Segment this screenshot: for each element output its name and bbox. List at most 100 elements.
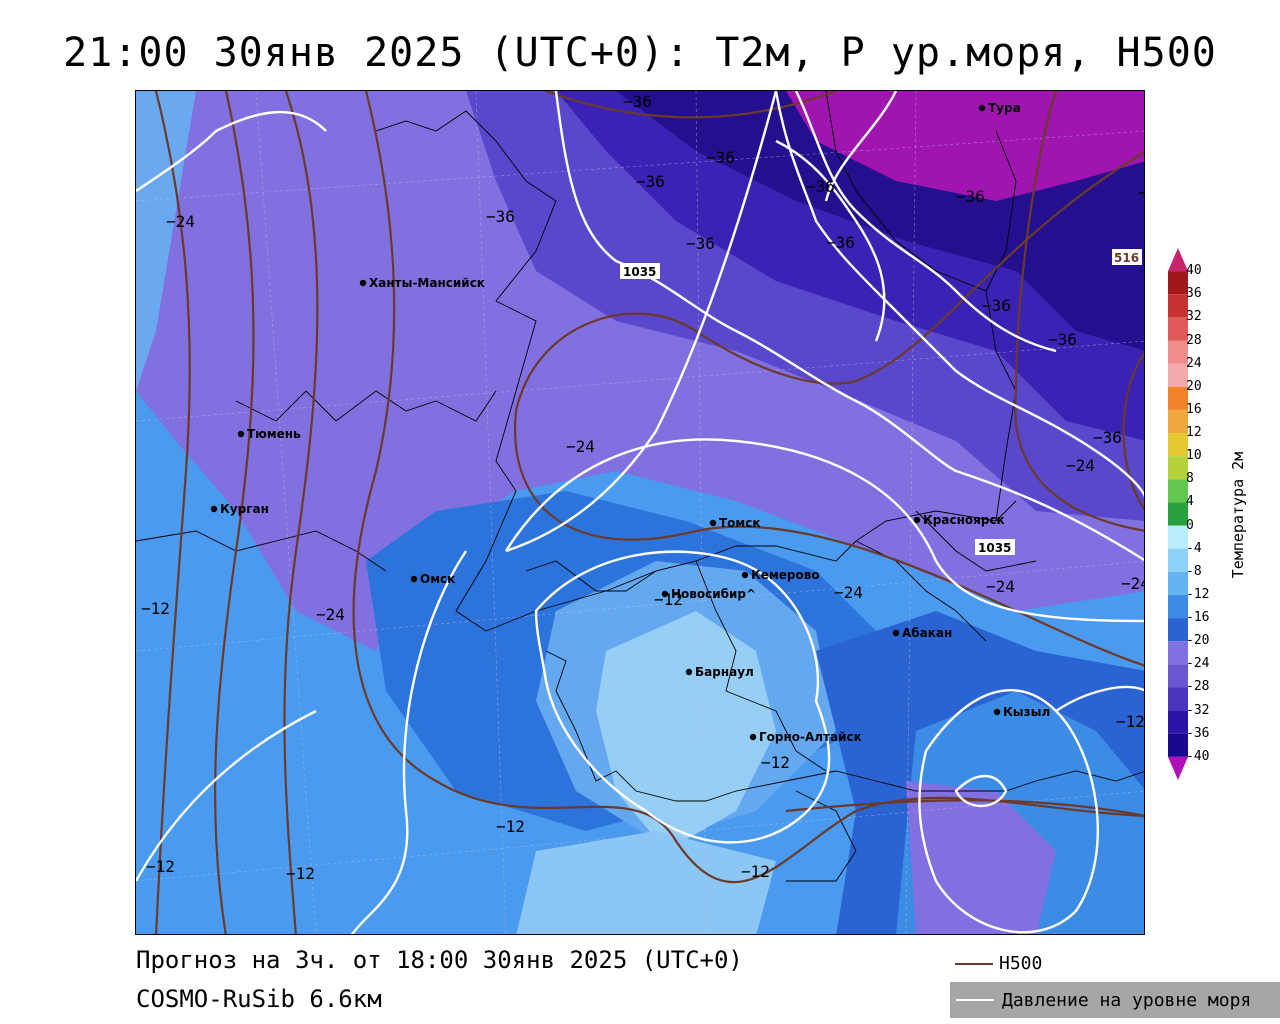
temperature-contour-label: −24 [986, 577, 1015, 596]
colorbar-tick-label: 16 [1186, 401, 1202, 417]
colorbar-segment [1168, 710, 1188, 734]
temperature-colorbar [1168, 248, 1188, 780]
city-label: Томск [719, 516, 761, 530]
colorbar-tick-label: -4 [1186, 540, 1202, 556]
colorbar-tick-label: -12 [1186, 586, 1210, 602]
colorbar-segment [1168, 409, 1188, 434]
h500-label-box [1112, 249, 1142, 265]
colorbar-segment [1168, 317, 1188, 341]
weather-map: Тура Ханты-Мансийск Тюмень Курган Омск Новоси… [135, 90, 1145, 935]
temperature-contour-label: −12 [741, 862, 770, 881]
city-label: Тюмень [247, 427, 301, 441]
colorbar-tick-label: -16 [1186, 610, 1210, 626]
city-dot [892, 629, 900, 637]
temperature-contour-label: −36 [826, 233, 855, 252]
temperature-contour-label: −24 [834, 583, 863, 602]
colorbar-tick-label: 10 [1186, 448, 1202, 464]
h500-labels: 516 [1112, 249, 1142, 265]
temperature-contour-label: −36 [982, 296, 1011, 315]
colorbar-segment [1168, 641, 1188, 665]
pressure-contour-label: 1035 [978, 541, 1011, 555]
colorbar-top-triangle [1168, 248, 1188, 272]
colorbar-tick-label: 28 [1186, 332, 1202, 348]
city-dot [978, 104, 986, 112]
temperature-contour-label: −12 [1116, 712, 1145, 731]
h500-contours [154, 91, 1144, 934]
temperature-contour-label: −36 [956, 187, 985, 206]
legend-h500: H500 [955, 953, 1042, 974]
temperature-contour-label: −24 [566, 437, 595, 456]
colorbar-segment [1168, 433, 1188, 457]
colorbar-tick-label: 32 [1186, 309, 1202, 325]
temp-zone-altai [906, 781, 1056, 934]
colorbar-segment [1168, 594, 1188, 619]
colorbar-segment [1168, 687, 1188, 711]
city-markers: Тура Ханты-Мансийск Тюмень Курган Омск Новоси… [210, 101, 1050, 744]
colorbar-bottom-triangle [1168, 756, 1188, 780]
forecast-info: Прогноз на 3ч. от 18:00 30янв 2025 (UTC+… [136, 946, 743, 974]
colorbar-tick-label: 24 [1186, 355, 1202, 371]
city-label: Ханты-Мансийск [369, 276, 485, 290]
h500-line-swatch [955, 962, 993, 965]
colorbar-segment [1168, 548, 1188, 572]
colorbar-segment [1168, 525, 1188, 549]
lat-lon-grid [136, 91, 1144, 934]
temperature-contour-label: −12 [141, 599, 170, 618]
legend-pressure: Давление на уровне моря [950, 982, 1280, 1018]
temperature-contour-label: −36 [623, 92, 652, 111]
temperature-contour-label: −12 [654, 590, 683, 609]
city-label: Новосибир^ [671, 587, 756, 601]
pressure-contours [136, 91, 1144, 934]
city-dot [661, 590, 669, 598]
temperature-contour-label: −12 [286, 864, 315, 883]
colorbar-segment [1168, 340, 1188, 364]
colorbar-segment [1168, 456, 1188, 480]
temperature-contour-label: −36 [1048, 330, 1077, 349]
temperature-contour-label: −36 [806, 177, 835, 196]
city-dot [913, 516, 921, 524]
city-label: Барнаул [695, 665, 754, 679]
pressure-legend-label: Давление на уровне моря [1002, 989, 1252, 1011]
pressure-label-box [975, 539, 1015, 555]
colorbar-tick-label: -20 [1186, 633, 1210, 649]
colorbar-title: Температура 2м [1229, 451, 1247, 579]
colorbar-tick-label: -36 [1186, 725, 1210, 741]
colorbar-segment [1168, 363, 1188, 387]
colorbar-segment [1168, 664, 1188, 688]
temperature-contour-label: −36 [686, 234, 715, 253]
city-dot [993, 708, 1001, 716]
temperature-contour-label: −12 [496, 817, 525, 836]
colorbar-tick-label: 8 [1186, 471, 1194, 487]
city-dot [749, 733, 757, 741]
pressure-contour-label: 1035 [623, 265, 656, 279]
map-title: 21:00 30янв 2025 (UTC+0): T2м, P ур.моря… [63, 30, 1217, 76]
colorbar-tick-label: 40 [1186, 263, 1202, 279]
colorbar-tick-label: 4 [1186, 494, 1194, 510]
city-dot [237, 430, 245, 438]
colorbar-segment [1168, 386, 1188, 410]
colorbar-tick-label: 0 [1186, 517, 1194, 533]
h500-contour-label: 516 [1114, 251, 1139, 265]
colorbar-tick-label: 36 [1186, 286, 1202, 302]
city-label: Красноярск [923, 513, 1005, 527]
pressure-labels: 1035 1035 [620, 263, 1015, 555]
temperature-contour-label: −24 [166, 212, 195, 231]
temperature-contour-label: −12 [146, 857, 175, 876]
colorbar-tick-label: -8 [1186, 563, 1202, 579]
city-dot [410, 575, 418, 583]
city-dot [685, 668, 693, 676]
h500-legend-label: H500 [999, 953, 1043, 974]
colorbar-segment [1168, 571, 1188, 595]
colorbar-tick-label: 20 [1186, 378, 1202, 394]
temperature-contour-label: −36 [486, 207, 515, 226]
colorbar-segment [1168, 733, 1188, 757]
temperature-contour-label: −24 [1066, 456, 1095, 475]
model-info: COSMO-RuSib 6.6км [136, 985, 382, 1013]
colorbar-segment [1168, 618, 1188, 642]
temp-zone-minus40 [786, 91, 1144, 201]
colorbar-segment [1168, 294, 1188, 318]
temperature-contour-label: −36 [1093, 428, 1122, 447]
temperature-contour-label: −24 [1121, 574, 1145, 593]
city-label: Тура [988, 101, 1021, 115]
city-label: Кызыл [1003, 705, 1050, 719]
